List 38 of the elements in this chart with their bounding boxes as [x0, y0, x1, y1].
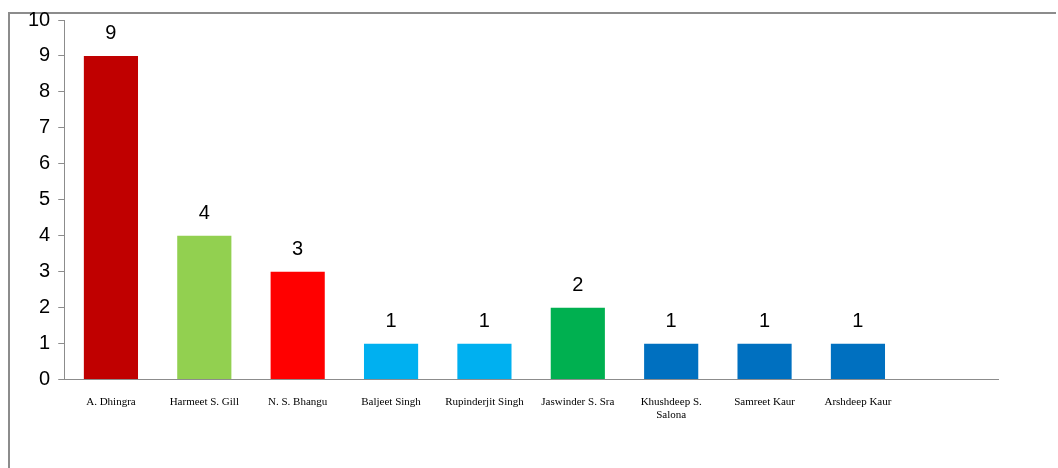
x-tick-label: Samreet Kaur	[734, 395, 796, 408]
x-tick-label: Arshdeep Kaur	[824, 395, 892, 408]
x-tick-label: Jaswinder S. Sra	[541, 395, 615, 408]
data-label: 2	[572, 273, 584, 296]
data-label: 1	[385, 309, 397, 332]
data-label: 1	[478, 309, 490, 332]
y-tick-label: 1	[39, 331, 51, 354]
bar	[737, 343, 792, 380]
x-tick-label: Rupinderjit Singh	[445, 395, 525, 408]
x-tick-label: A. Dhingra	[86, 395, 136, 408]
x-tick-label: Khushdeep S. Salona	[640, 395, 702, 421]
x-tick-label: N. S. Bhangu	[268, 395, 328, 408]
bar	[83, 55, 139, 380]
y-tick-label: 6	[39, 151, 51, 174]
y-tick-label: 0	[39, 367, 51, 390]
bar	[457, 343, 512, 380]
bar	[550, 307, 605, 380]
y-tick-label: 7	[39, 115, 51, 138]
bar	[270, 271, 325, 380]
x-tick-label: Harmeet S. Gill	[169, 395, 239, 408]
bar	[830, 343, 886, 380]
data-label: 4	[198, 201, 210, 224]
y-tick-label: 10	[28, 7, 51, 30]
y-tick-label: 9	[39, 43, 51, 66]
data-label: 1	[852, 309, 864, 332]
bar	[644, 343, 699, 380]
y-tick-label: 3	[39, 259, 51, 282]
data-label: 9	[105, 21, 117, 44]
data-label: 1	[665, 309, 677, 332]
data-label: 3	[292, 237, 304, 260]
data-label: 1	[759, 309, 771, 332]
y-tick-label: 5	[39, 187, 51, 210]
y-tick-label: 4	[39, 223, 51, 246]
y-tick-label: 8	[39, 79, 51, 102]
bar	[363, 343, 419, 380]
y-tick-label: 2	[39, 295, 51, 318]
x-tick-label: Baljeet Singh	[361, 395, 422, 408]
bar	[177, 235, 232, 380]
